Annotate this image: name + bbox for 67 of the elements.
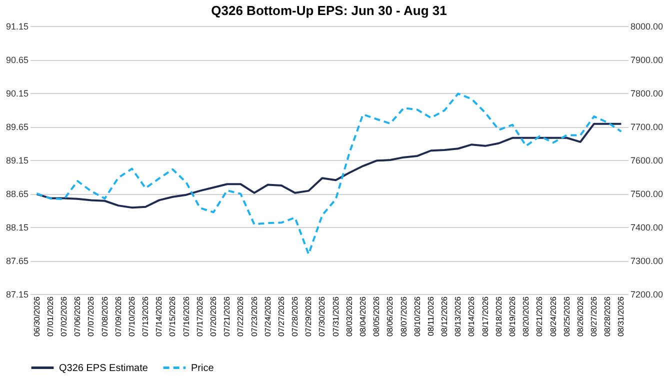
y2-tick-label: 7200.00 xyxy=(630,290,664,300)
x-tick-label: 07/16/2026 xyxy=(182,296,191,337)
chart-title: Q326 Bottom-Up EPS: Jun 30 - Aug 31 xyxy=(211,3,447,18)
x-tick-label: 08/10/2026 xyxy=(412,296,422,337)
y2-tick-label: 7300.00 xyxy=(630,256,664,266)
x-tick-label: 07/15/2026 xyxy=(168,296,178,337)
x-tick-label: 08/20/2026 xyxy=(522,296,531,337)
x-tick-label: 07/30/2026 xyxy=(318,296,327,337)
y-tick-label: 88.15 xyxy=(6,222,28,232)
y2-tick-label: 7800.00 xyxy=(630,88,664,98)
x-tick-label: 07/20/2026 xyxy=(208,296,218,337)
x-tick-label: 07/01/2026 xyxy=(46,296,55,337)
x-tick-label: 07/28/2026 xyxy=(290,296,300,337)
x-tick-label: 07/21/2026 xyxy=(222,296,232,337)
x-tick-label: 08/04/2026 xyxy=(358,296,368,337)
x-tick-label: 08/26/2026 xyxy=(576,296,585,337)
y-tick-label: 89.65 xyxy=(6,122,28,132)
line-series xyxy=(36,92,622,256)
y-tick-label: 90.15 xyxy=(6,88,28,98)
x-tick-label: 08/03/2026 xyxy=(344,296,354,337)
x-tick-label: 07/06/2026 xyxy=(73,296,82,337)
x-tick-label: 08/12/2026 xyxy=(440,296,450,337)
x-tick-label: 08/31/2026 xyxy=(616,296,626,337)
x-tick-label: 08/28/2026 xyxy=(603,296,612,337)
x-tick-label: 07/27/2026 xyxy=(276,296,286,337)
y2-tick-label: 7600.00 xyxy=(630,156,664,166)
x-tick-label: 08/27/2026 xyxy=(590,296,599,337)
y2-tick-label: 7700.00 xyxy=(630,122,664,132)
x-tick-label: 08/19/2026 xyxy=(508,296,517,337)
x-tick-label: 08/14/2026 xyxy=(467,296,476,337)
x-tick-label: 07/24/2026 xyxy=(263,296,272,337)
x-tick-label: 08/06/2026 xyxy=(386,296,395,337)
x-tick-label: 07/09/2026 xyxy=(114,296,123,337)
x-tick-label: 07/29/2026 xyxy=(304,296,314,337)
x-tick-label: 07/23/2026 xyxy=(250,296,259,337)
x-tick-label: 08/05/2026 xyxy=(372,296,382,337)
x-tick-label: 08/17/2026 xyxy=(480,296,490,337)
x-tick-label: 07/08/2026 xyxy=(100,296,110,337)
x-tick-label: 07/13/2026 xyxy=(141,296,150,337)
legend-label: Q326 EPS Estimate xyxy=(59,362,148,374)
y-tick-label: 89.15 xyxy=(6,156,28,166)
x-tick-label: 08/21/2026 xyxy=(535,296,544,337)
x-tick-label: 08/07/2026 xyxy=(399,296,408,337)
y2-tick-label: 8000.00 xyxy=(630,22,664,32)
y-tick-label: 88.65 xyxy=(6,189,28,199)
x-tick-label: 06/30/2026 xyxy=(32,296,42,337)
y-tick-label: 87.65 xyxy=(6,256,28,266)
x-tick-label: 07/31/2026 xyxy=(331,296,340,337)
x-tick-label: 07/22/2026 xyxy=(236,296,246,337)
x-tick-label: 07/10/2026 xyxy=(127,296,136,337)
y2-tick-label: 7500.00 xyxy=(630,189,664,199)
x-tick-label: 08/13/2026 xyxy=(454,296,463,337)
legend-label: Price xyxy=(191,362,214,374)
x-tick-label: 08/25/2026 xyxy=(562,296,572,337)
y-tick-label: 90.65 xyxy=(6,55,28,65)
x-tick-label: 08/18/2026 xyxy=(494,296,504,337)
x-tick-label: 07/02/2026 xyxy=(59,296,68,337)
y2-tick-label: 7900.00 xyxy=(630,55,664,65)
y-tick-label: 91.15 xyxy=(6,22,28,32)
x-tick-label: 08/24/2026 xyxy=(548,296,558,337)
x-tick-label: 07/17/2026 xyxy=(195,296,204,337)
x-tick-label: 08/11/2026 xyxy=(426,296,436,336)
y2-tick-label: 7400.00 xyxy=(630,222,664,232)
x-tick-label: 07/07/2026 xyxy=(86,296,96,337)
x-tick-label: 07/14/2026 xyxy=(154,296,164,337)
y-tick-label: 87.15 xyxy=(6,290,28,300)
line-series xyxy=(36,122,622,209)
